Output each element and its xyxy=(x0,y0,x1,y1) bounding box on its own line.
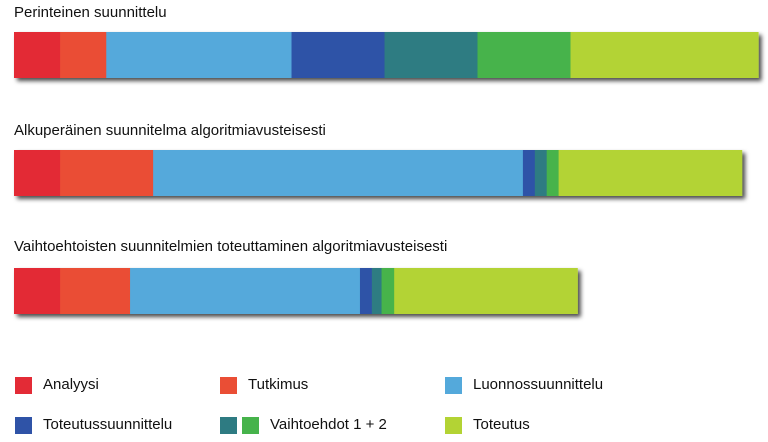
bar-segment-vaihtoehto-2 xyxy=(477,32,572,78)
legend-item-implementation-design: Toteutussuunnittelu xyxy=(15,416,172,434)
legend-label: Luonnossuunnittelu xyxy=(473,376,604,393)
bar-algorithmic-original xyxy=(14,150,743,196)
bar-segment-toteutus xyxy=(558,150,743,196)
bar-segment-toteutussuunnittelu xyxy=(359,268,373,314)
bar-segment-vaihtoehto-2 xyxy=(546,150,560,196)
legend-label: Analyysi xyxy=(43,376,99,393)
bar-segment-analyysi xyxy=(14,268,61,314)
bar-algorithmic-alternatives xyxy=(14,268,578,314)
legend-label: Tutkimus xyxy=(248,376,309,393)
legend-swatch xyxy=(242,416,259,434)
legend-item-research: Tutkimus xyxy=(220,376,308,394)
legend-label: Vaihtoehdot 1 + 2 xyxy=(270,416,387,433)
bar-segment-analyysi xyxy=(14,32,61,78)
legend-swatch xyxy=(220,416,237,434)
legend-swatch xyxy=(445,416,462,434)
bar-segment-analyysi xyxy=(14,150,61,196)
bar-segment-vaihtoehto-2 xyxy=(381,268,395,314)
bar-segment-tutkimus xyxy=(60,268,131,314)
stacked-bar-chart xyxy=(14,32,759,314)
bar-segment-vaihtoehto-1 xyxy=(534,150,548,196)
bar-segment-toteutus xyxy=(570,32,759,78)
bar-segment-vaihtoehto-1 xyxy=(384,32,479,78)
legend-swatch xyxy=(220,376,237,394)
legend-label: Toteutussuunnittelu xyxy=(43,416,173,433)
legend-swatch xyxy=(445,376,462,394)
bar-title-traditional: Perinteinen suunnittelu xyxy=(14,4,167,21)
legend-item-execution: Toteutus xyxy=(445,416,530,434)
bar-segment-vaihtoehto-1 xyxy=(371,268,383,314)
legend-item-analysis: Analyysi xyxy=(15,376,99,394)
legend-label: Toteutus xyxy=(473,416,530,433)
bar-segment-tutkimus xyxy=(60,150,154,196)
bar-segment-toteutussuunnittelu xyxy=(291,32,386,78)
bar-segment-toteutus xyxy=(394,268,578,314)
legend-swatch xyxy=(15,376,32,394)
legend-item-alternatives: Vaihtoehdot 1 + 2 xyxy=(220,416,387,434)
bar-traditional xyxy=(14,32,759,78)
bar-title-algorithmic-alternatives: Vaihtoehtoisten suunnitelmien toteuttami… xyxy=(14,238,448,255)
bar-segment-luonnossuunnittelu xyxy=(153,150,524,196)
bar-segment-luonnossuunnittelu xyxy=(130,268,361,314)
bar-segment-tutkimus xyxy=(60,32,107,78)
legend-swatch xyxy=(15,416,32,434)
bar-segment-toteutussuunnittelu xyxy=(522,150,536,196)
bar-title-algorithmic-original: Alkuperäinen suunnitelma algoritmiavuste… xyxy=(14,122,326,139)
legend-item-sketch-design: Luonnossuunnittelu xyxy=(445,376,603,394)
bar-segment-luonnossuunnittelu xyxy=(106,32,293,78)
